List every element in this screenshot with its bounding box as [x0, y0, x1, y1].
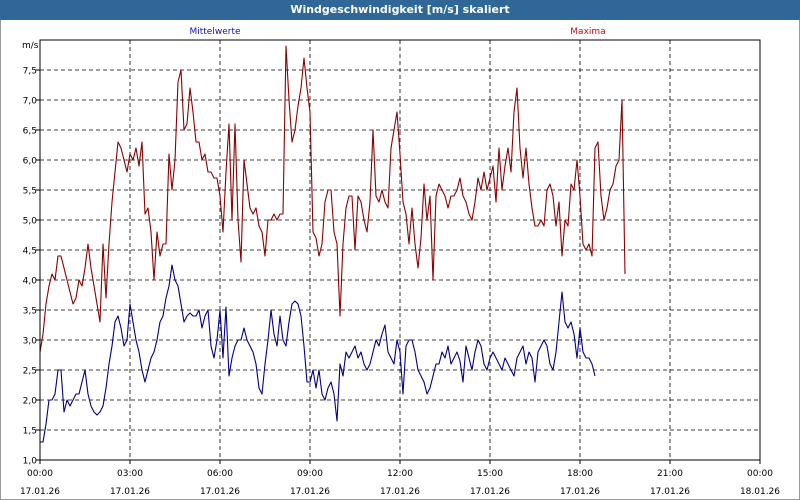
y-tick-label: 1,5 [23, 427, 37, 437]
x-tick-time-label: 09:00 [297, 469, 323, 479]
y-tick-label: 7,5 [23, 67, 37, 77]
series-line-maxima [39, 45, 626, 353]
x-tick-time-label: 06:00 [207, 469, 233, 479]
legend-mittelwerte: Mittelwerte [189, 27, 240, 37]
x-tick-time-label: 12:00 [387, 469, 413, 479]
y-tick-label: 2,0 [23, 397, 38, 407]
x-tick-date-label: 18.01.26 [740, 487, 780, 497]
x-tick-time-label: 00:00 [27, 469, 53, 479]
series-line-mittelwerte [40, 264, 596, 443]
y-axis-unit-label: m/s [22, 41, 39, 51]
x-tick-time-label: 18:00 [567, 469, 593, 479]
x-tick-date-label: 17.01.26 [200, 487, 240, 497]
y-tick-label: 7,0 [23, 97, 38, 107]
x-tick-date-label: 17.01.26 [20, 487, 60, 497]
plot-area-border [39, 39, 761, 461]
x-tick-date-label: 17.01.26 [290, 487, 330, 497]
x-tick-time-label: 03:00 [117, 469, 143, 479]
y-tick-label: 6,0 [23, 157, 38, 167]
x-tick-time-label: 00:00 [747, 469, 773, 479]
x-tick-date-label: 17.01.26 [560, 487, 600, 497]
x-tick-time-label: 21:00 [657, 469, 683, 479]
y-tick-label: 3,5 [23, 307, 37, 317]
gridlines [40, 40, 760, 461]
y-tick-label: 5,0 [23, 217, 38, 227]
y-tick-label: 4,0 [23, 277, 38, 287]
y-tick-label: 6,5 [23, 127, 37, 137]
series-lines [39, 45, 626, 443]
y-tick-label: 4,5 [23, 247, 37, 257]
legend-maxima: Maxima [570, 27, 605, 37]
y-axis-ticks: 1,0 1,5 2,0 2,5 3,0 3,5 4,0 4,5 5,0 5,5 6,0 6,5 7,0 7… [23, 67, 40, 467]
y-tick-label: 3,0 [23, 337, 38, 347]
chart-title: Windgeschwindigkeit [m/s] skaliert [0, 0, 800, 20]
x-tick-date-label: 17.01.26 [650, 487, 690, 497]
y-tick-label: 2,5 [23, 367, 37, 377]
x-tick-time-label: 15:00 [477, 469, 503, 479]
x-tick-date-label: 17.01.26 [110, 487, 150, 497]
x-tick-date-label: 17.01.26 [470, 487, 510, 497]
y-tick-label: 1,0 [23, 457, 38, 467]
x-tick-date-label: 17.01.26 [380, 487, 420, 497]
x-axis-ticks: 00:00 17.01.26 03:00 17.01.26 06:00 17.01.26 0… [20, 460, 780, 497]
y-tick-label: 5,5 [23, 187, 37, 197]
